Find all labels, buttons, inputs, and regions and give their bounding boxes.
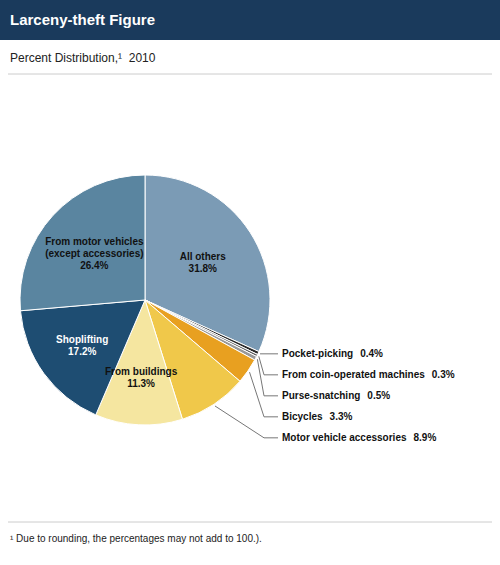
slice-label: From buildings [105,366,178,377]
slice-label-line: From motor vehicles [45,236,144,247]
slice-label: Shoplifting [56,334,108,345]
slice-label: Purse-snatching [282,390,360,401]
footnote: ¹ Due to rounding, the percentages may n… [10,533,262,544]
slice-label: Bicycles [282,411,323,422]
slice-label-line: Shoplifting [56,334,108,345]
slice-label: All others [180,251,227,262]
subtitle: Percent Distribution,¹ 2010 [10,51,156,65]
data-label: 3.3% [330,411,353,422]
pie-slice [20,175,145,311]
rule [8,74,492,75]
slice-label: Motor vehicle accessories [282,432,407,443]
leader-line [215,406,278,438]
chart: Larceny-theft Figure Percent Distribution… [0,0,500,565]
leader-line [257,359,278,396]
leader-line [250,372,278,417]
slice-label: From motor vehicles(except accessories) [45,236,144,259]
data-label: 0.5% [367,390,390,401]
data-label: 0.3% [432,369,455,380]
pie [20,175,270,425]
pie-slice [20,300,145,415]
data-label: 17.2% [68,346,96,357]
leader-line [259,356,278,374]
data-label: 26.4% [80,260,108,271]
data-label: 8.9% [414,432,437,443]
rule [8,522,492,523]
title-bar [0,0,500,40]
slice-label: Pocket-picking [282,348,353,359]
slice-label-line: (except accessories) [45,248,143,259]
data-label: 11.3% [127,378,155,389]
slice-label-line: From buildings [105,366,178,377]
data-label: 31.8% [189,263,217,274]
slice-label: From coin-operated machines [282,369,425,380]
slice-label-line: All others [180,251,227,262]
labels: All others31.8% From buildings11.3% Shopli… [45,236,455,443]
data-label: 0.4% [360,348,383,359]
leader-line [260,353,278,354]
title: Larceny-theft Figure [10,11,155,28]
